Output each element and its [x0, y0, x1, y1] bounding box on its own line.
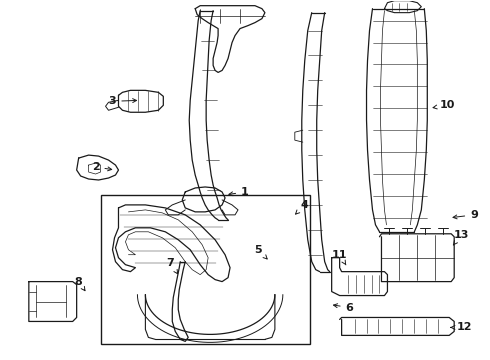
Text: 12: 12 [451, 323, 472, 332]
Text: 3: 3 [109, 96, 137, 106]
Text: 13: 13 [453, 230, 469, 245]
Text: 5: 5 [254, 245, 267, 259]
Text: 1: 1 [229, 187, 249, 197]
Text: 8: 8 [75, 276, 85, 291]
Text: 2: 2 [92, 162, 112, 172]
Text: 9: 9 [453, 210, 478, 220]
Text: 11: 11 [332, 250, 347, 265]
Text: 4: 4 [295, 200, 309, 214]
Text: 10: 10 [433, 100, 455, 110]
Text: 7: 7 [167, 258, 178, 274]
Bar [100, 195, 310, 345]
Text: 6: 6 [334, 302, 353, 312]
